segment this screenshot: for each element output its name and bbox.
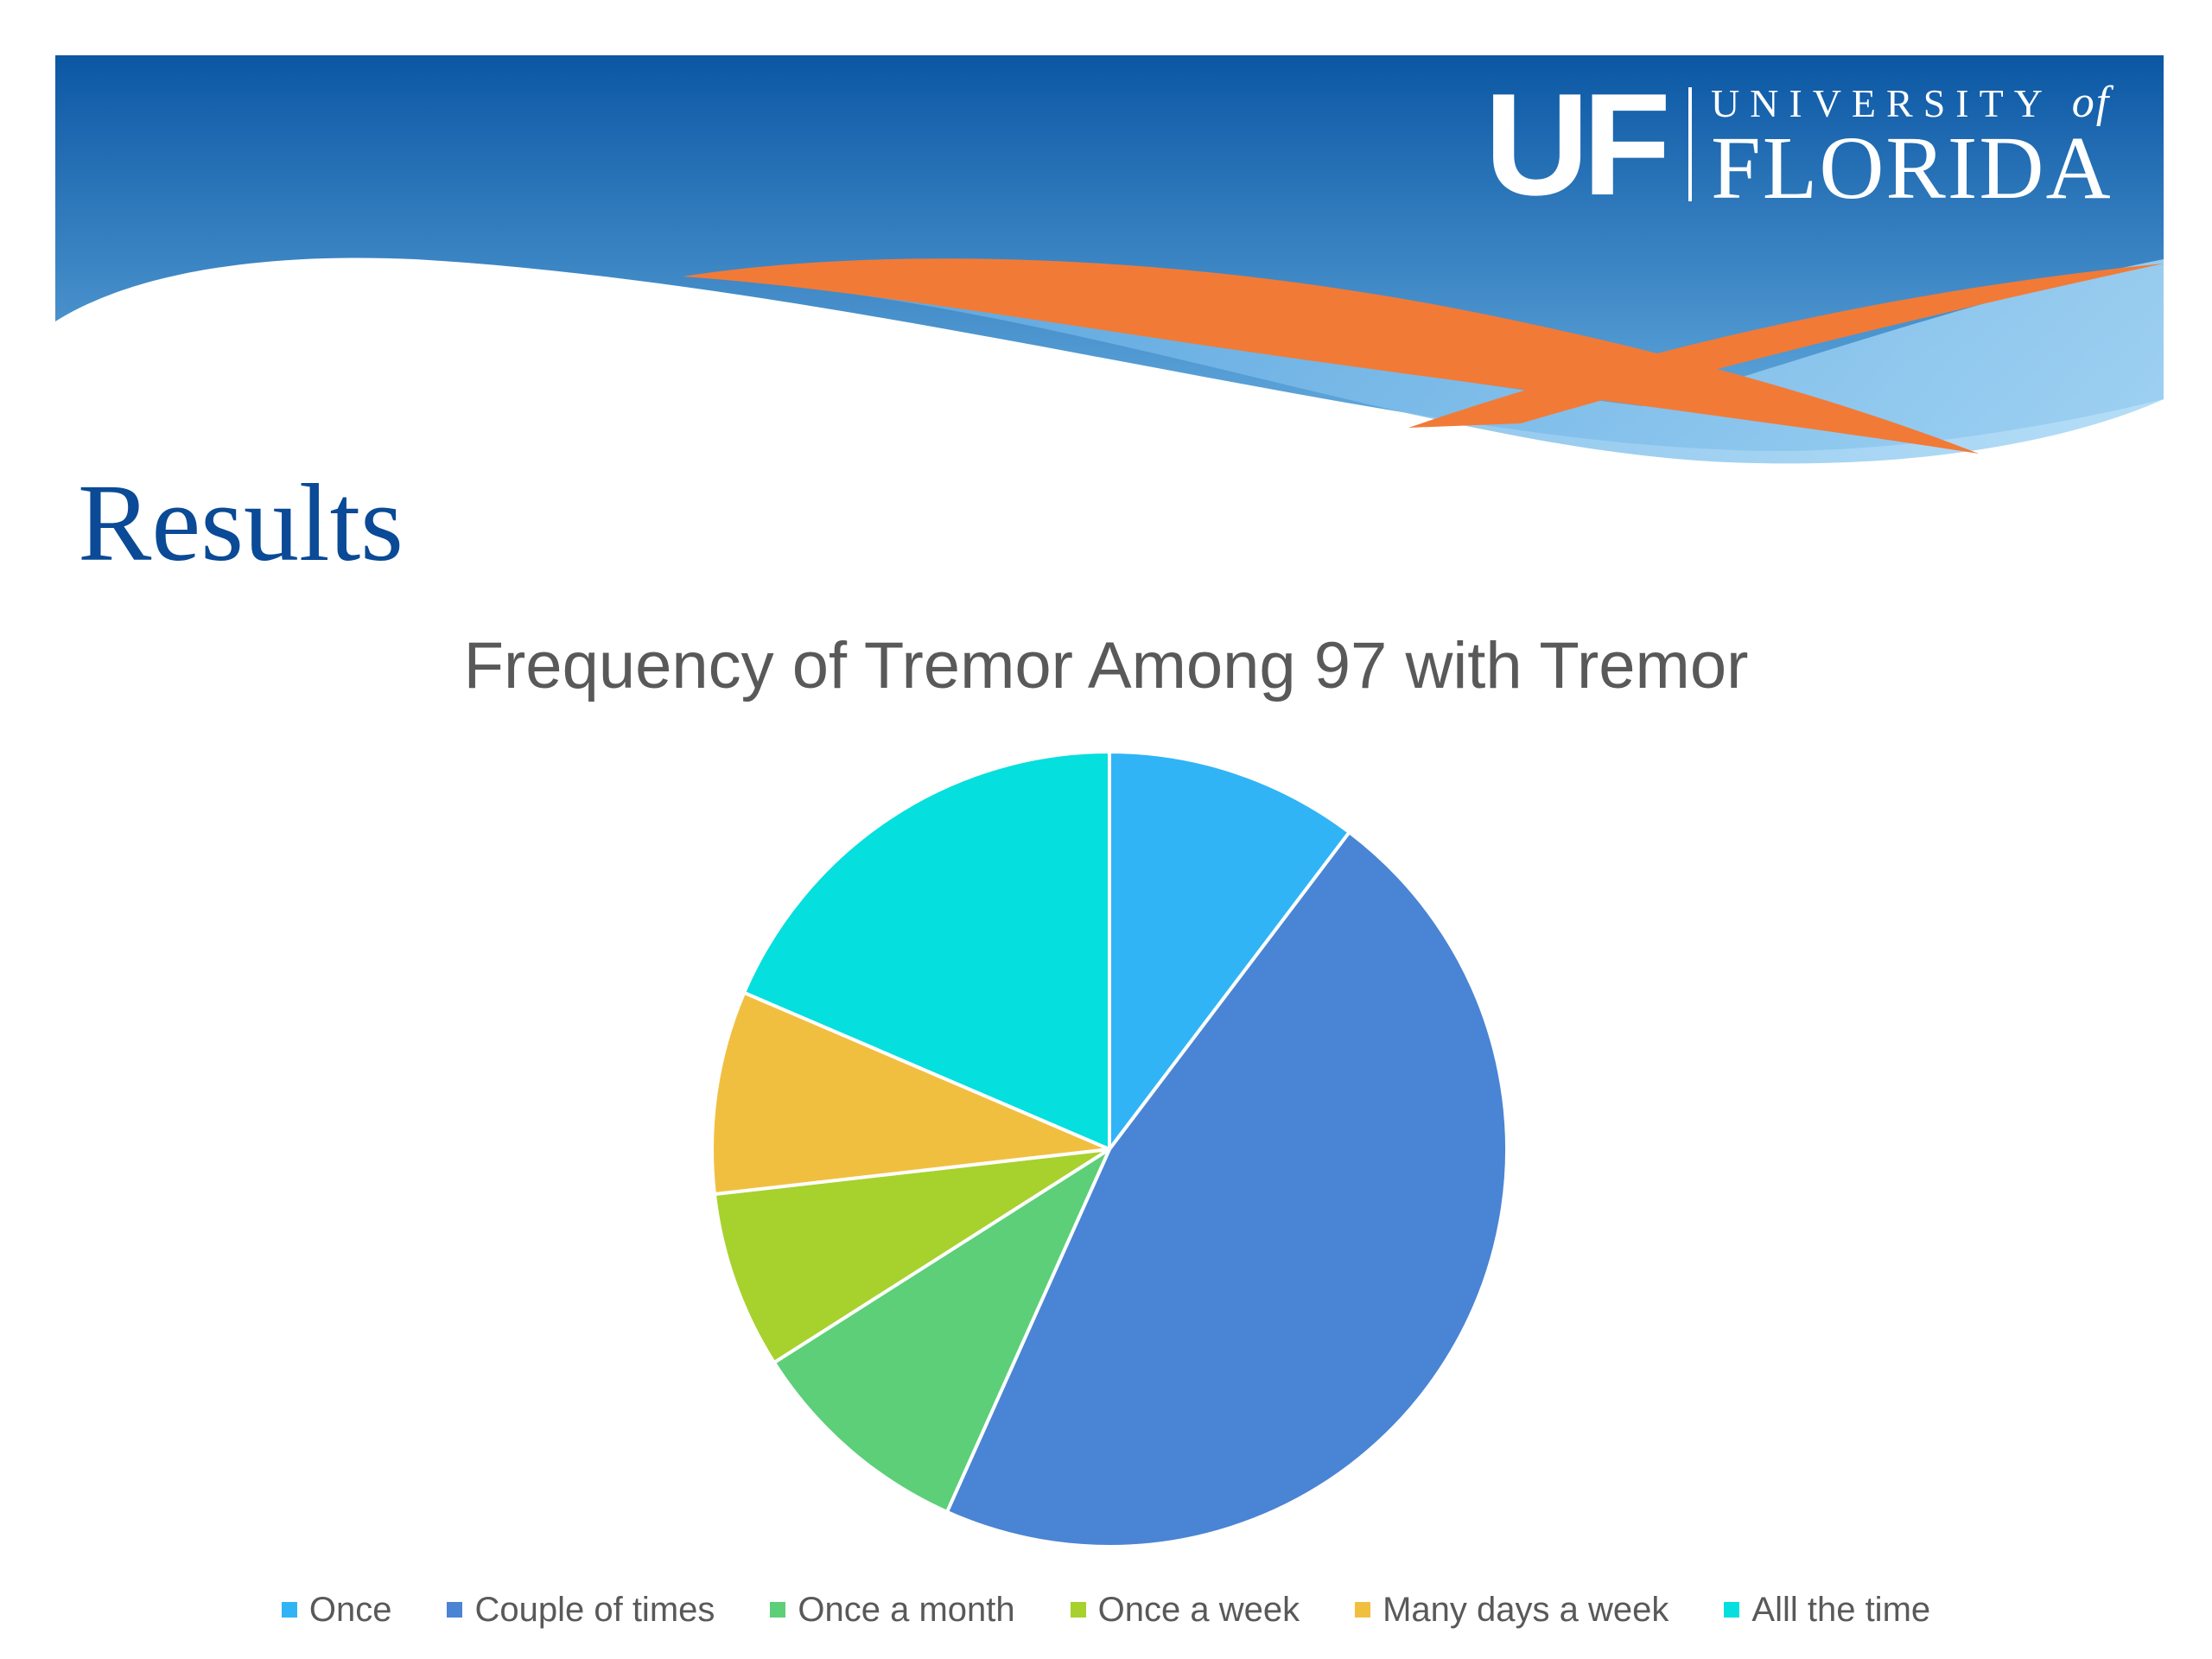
logo-university-text: UNIVERSITY: [1710, 80, 2052, 125]
banner-orange-stripe: [683, 258, 1979, 454]
legend-swatch: [1070, 1602, 1086, 1618]
legend-item: Once: [281, 1586, 392, 1633]
legend-label: Couple of times: [474, 1591, 715, 1629]
slide-title: Results: [78, 461, 404, 584]
legend-label: Once: [308, 1591, 392, 1629]
legend-item: Once a week: [1070, 1586, 1300, 1633]
pie-slice-once-a-month: [772, 1147, 1111, 1514]
banner-orange-stripe-2: [1408, 264, 2164, 428]
legend-item: Alll the time: [1724, 1586, 1930, 1633]
pie-slice-once: [1108, 750, 1351, 1151]
legend-swatch: [1724, 1602, 1740, 1618]
header-banner: [55, 55, 2164, 464]
pie-slice-couple-of-times: [944, 830, 1510, 1549]
logo-mark: UF: [1484, 63, 1671, 226]
legend-item: Once a month: [770, 1586, 1015, 1633]
legend-item: Many days a week: [1355, 1586, 1669, 1633]
logo-of-text: of: [2071, 77, 2111, 127]
legend-label: Once a week: [1097, 1591, 1300, 1629]
pie-slice-alll-the-time: [742, 750, 1111, 1151]
legend-label: Alll the time: [1751, 1591, 1931, 1629]
logo-wordmark: UNIVERSITY of FLORIDA: [1710, 79, 2113, 218]
logo-florida: FLORIDA: [1710, 118, 2113, 218]
pie-slice-many-days-a-week: [709, 990, 1111, 1197]
legend-swatch: [1355, 1602, 1371, 1618]
logo-divider: [1688, 87, 1692, 201]
uf-logo: UF UNIVERSITY of FLORIDA: [1484, 63, 2113, 226]
legend-swatch: [447, 1602, 463, 1618]
legend-item: Couple of times: [447, 1586, 715, 1633]
chart-legend: Once Couple of times Once a month Once a we…: [0, 1586, 2212, 1633]
legend-swatch: [281, 1602, 297, 1618]
legend-label: Once a month: [798, 1591, 1015, 1629]
legend-swatch: [770, 1602, 786, 1618]
pie-slice-once-a-week: [712, 1147, 1111, 1364]
chart-title: Frequency of Tremor Among 97 with Tremor: [463, 629, 1749, 702]
legend-label: Many days a week: [1382, 1591, 1669, 1629]
logo-university: UNIVERSITY of: [1711, 79, 2113, 127]
